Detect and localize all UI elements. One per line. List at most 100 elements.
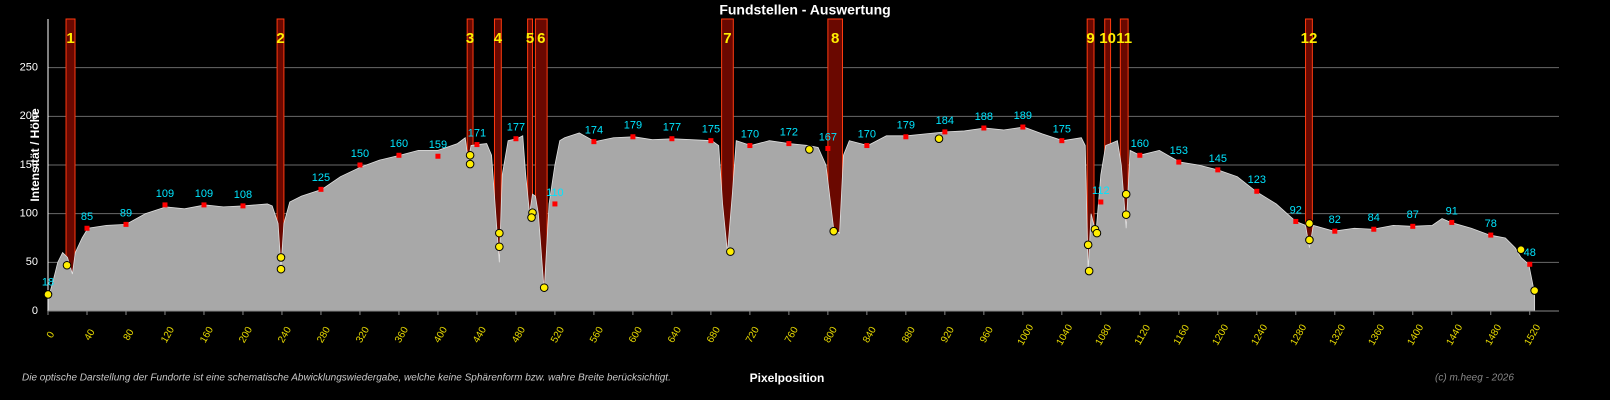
sample-marker — [708, 138, 714, 144]
edge-point — [495, 242, 504, 252]
y-tick-label: 200 — [20, 110, 38, 122]
sample-label: 123 — [1248, 174, 1266, 186]
edge-point — [465, 150, 475, 160]
sample-marker — [513, 136, 519, 142]
sample-label: 48 — [1524, 247, 1536, 259]
sample-label: 91 — [1446, 205, 1458, 217]
sample-marker — [84, 225, 90, 231]
find-label: 7 — [723, 30, 731, 47]
y-tick-label: 0 — [32, 305, 38, 317]
sample-marker — [825, 145, 831, 151]
find-label: 11 — [1116, 30, 1132, 47]
chart-title: Fundstellen - Auswertung — [719, 2, 890, 18]
sample-marker — [747, 143, 753, 149]
find-label: 4 — [494, 30, 503, 47]
edge-point — [465, 159, 475, 169]
sample-label: 150 — [351, 148, 369, 160]
sample-label: 174 — [585, 125, 603, 137]
find-label: 6 — [537, 30, 545, 47]
find-label: 2 — [276, 30, 284, 47]
sample-label: 179 — [897, 120, 915, 132]
sample-marker — [1137, 152, 1143, 158]
sample-marker — [1449, 219, 1455, 225]
edge-point — [539, 283, 549, 292]
sample-label: 108 — [234, 189, 252, 201]
sample-marker — [1527, 261, 1533, 267]
edge-point — [1121, 210, 1131, 219]
sample-label: 177 — [507, 122, 525, 134]
edge-point — [805, 145, 814, 154]
sample-label: 18 — [42, 276, 54, 288]
sample-marker — [1176, 159, 1182, 165]
sample-marker — [474, 142, 480, 148]
sample-label: 109 — [156, 188, 174, 200]
edge-point — [276, 264, 286, 274]
x-tick-label: 0 — [45, 330, 58, 341]
sample-marker — [630, 134, 636, 140]
sample-marker — [552, 201, 558, 207]
sample-label: 78 — [1485, 218, 1497, 230]
sample-label: 179 — [624, 120, 642, 132]
sample-marker — [1332, 228, 1338, 234]
sample-marker — [786, 141, 792, 147]
sample-marker — [240, 203, 246, 209]
y-tick-label: 250 — [20, 62, 38, 74]
sample-marker — [435, 153, 441, 159]
sample-marker — [1371, 226, 1377, 232]
edge-point — [934, 134, 944, 144]
edge-point — [1092, 228, 1102, 238]
sample-label: 84 — [1368, 212, 1380, 224]
sample-label: 167 — [819, 131, 837, 143]
sample-marker — [1488, 232, 1494, 238]
sample-label: 159 — [429, 139, 447, 151]
sample-label: 189 — [1014, 110, 1032, 122]
find-label: 12 — [1301, 30, 1318, 47]
find-label: 5 — [526, 30, 534, 47]
edge-point — [43, 290, 53, 299]
sample-label: 82 — [1329, 214, 1341, 226]
y-axis-label: Intensität / Höhe — [28, 108, 42, 202]
y-tick-label: 150 — [20, 159, 38, 171]
edge-point — [1084, 266, 1094, 276]
y-tick-label: 50 — [26, 256, 38, 268]
sample-label: 175 — [1053, 124, 1071, 136]
edge-point — [1516, 245, 1526, 254]
sample-marker — [1098, 199, 1104, 205]
edge-point — [829, 226, 839, 236]
sample-marker — [903, 134, 909, 140]
sample-label: 145 — [1209, 153, 1227, 165]
sample-marker — [1020, 124, 1026, 130]
sample-marker — [1059, 138, 1065, 144]
sample-marker — [591, 139, 597, 145]
edge-point — [726, 247, 735, 256]
x-tick-label: 80 — [122, 327, 137, 343]
sample-label: 177 — [663, 122, 681, 134]
sample-label: 160 — [390, 138, 408, 150]
edge-point — [1530, 286, 1539, 295]
find-label: 1 — [66, 30, 74, 47]
sample-marker — [318, 186, 324, 192]
credit: (c) m.heeg - 2026 — [1435, 373, 1514, 384]
sample-label: 85 — [81, 211, 93, 223]
sample-marker — [942, 129, 948, 135]
find-label: 3 — [466, 30, 474, 47]
edge-point — [1305, 219, 1314, 228]
sample-label: 160 — [1131, 138, 1149, 150]
sample-label: 170 — [858, 128, 876, 140]
sample-marker — [864, 143, 870, 149]
sample-marker — [357, 162, 363, 168]
sample-marker — [1410, 223, 1416, 229]
sample-label: 109 — [195, 188, 213, 200]
edge-point — [495, 228, 504, 238]
sample-label: 184 — [936, 115, 954, 127]
sample-marker — [162, 202, 168, 208]
sample-label: 110 — [546, 187, 564, 199]
y-tick-label: 100 — [20, 208, 38, 220]
edge-point — [1121, 189, 1131, 199]
sample-marker — [1215, 167, 1221, 173]
edge-point — [62, 260, 72, 270]
sample-marker — [1254, 188, 1260, 194]
edge-point — [1305, 235, 1314, 245]
